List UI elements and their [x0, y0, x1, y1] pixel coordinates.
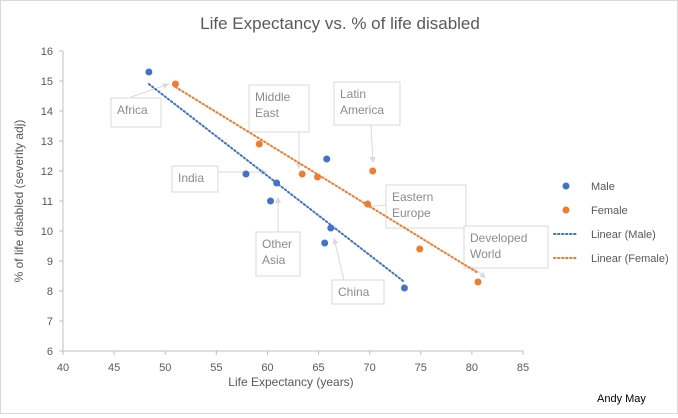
x-tick-label: 65 — [312, 362, 324, 374]
x-tick-label: 40 — [57, 362, 69, 374]
chart-title: Life Expectancy vs. % of life disabled — [200, 14, 480, 33]
annotation-box — [385, 184, 467, 229]
annotation-text: Asia — [262, 253, 286, 267]
annotation-leader-line — [370, 124, 374, 164]
annotation-box — [110, 97, 162, 128]
y-tick-label: 15 — [41, 76, 53, 88]
legend-label: Linear (Male) — [591, 229, 656, 241]
legend-label: Male — [591, 181, 615, 193]
y-tick-label: 12 — [41, 166, 53, 178]
legend-marker — [562, 182, 570, 190]
annotations-layer: Africa Middle East Latin America India Eastern… — [110, 81, 549, 305]
annotation-box — [331, 279, 385, 305]
trendline — [174, 86, 480, 274]
annotation-arrowhead — [332, 238, 339, 245]
y-tick-label: 6 — [47, 346, 53, 358]
annotation-callout: India — [171, 165, 267, 193]
annotation-callout: Developed World — [463, 225, 549, 279]
annotation-text: Africa — [117, 103, 148, 117]
annotation-callout: Middle East — [248, 84, 310, 169]
annotation-arrowhead — [162, 83, 169, 89]
y-axis-label: % of life disabled (severity adj) — [12, 120, 26, 283]
annotation-callout: Latin America — [333, 81, 401, 164]
x-tick-label: 80 — [466, 362, 478, 374]
data-point — [314, 173, 322, 181]
annotation-text: Middle — [255, 90, 291, 104]
data-point — [298, 170, 306, 178]
annotation-leader-line — [130, 83, 170, 98]
legend: Male Female Linear (Male) Linear (Female) — [553, 181, 669, 265]
annotation-leader-line — [333, 237, 345, 281]
axes-layer: 40 45 50 55 60 65 70 75 80 85 6 7 8 9 10 11 12 13 14 15 16 — [41, 46, 529, 374]
data-point — [242, 170, 250, 178]
legend-label: Linear (Female) — [591, 253, 669, 265]
annotation-box — [333, 81, 401, 126]
data-point — [327, 224, 335, 232]
y-tick-label: 16 — [41, 46, 53, 58]
annotation-text: America — [340, 103, 384, 117]
author-credit: Andy May — [597, 393, 646, 405]
y-tick-label: 10 — [41, 226, 53, 238]
data-point — [267, 197, 275, 205]
x-tick-label: 50 — [159, 362, 171, 374]
y-tick-label: 11 — [42, 196, 53, 208]
data-point — [255, 140, 263, 148]
points-layer — [145, 68, 482, 292]
x-tick-label: 45 — [108, 362, 120, 374]
annotation-callout: China — [331, 237, 385, 305]
data-point — [364, 200, 372, 208]
y-tick-label: 9 — [47, 256, 53, 268]
y-tick-label: 14 — [41, 106, 53, 118]
y-tick-label: 8 — [47, 286, 53, 298]
annotation-callout: Other Asia — [255, 197, 301, 277]
annotation-arrowhead — [296, 163, 302, 169]
x-tick-label: 85 — [517, 362, 529, 374]
annotation-box — [171, 165, 219, 193]
annotation-text: India — [178, 171, 204, 185]
data-point — [321, 239, 329, 247]
data-point — [145, 68, 153, 76]
annotation-arrowhead — [479, 271, 486, 278]
annotation-callout: Africa — [110, 83, 170, 128]
legend-label: Female — [591, 205, 628, 217]
data-point — [474, 278, 482, 286]
annotation-text: Other — [262, 237, 292, 251]
annotation-text: Developed — [470, 231, 527, 245]
annotation-text: East — [255, 106, 280, 120]
legend-marker — [562, 206, 570, 214]
annotation-box — [463, 225, 549, 269]
annotation-text: Eastern — [392, 190, 433, 204]
x-tick-label: 60 — [261, 362, 273, 374]
data-point — [171, 80, 179, 88]
annotation-text: Europe — [392, 206, 431, 220]
data-point — [273, 179, 281, 187]
data-point — [400, 284, 408, 292]
annotation-text: China — [338, 285, 370, 299]
y-tick-label: 7 — [47, 316, 53, 328]
data-point — [369, 167, 377, 175]
data-point — [323, 155, 331, 163]
annotation-text: Latin — [340, 87, 366, 101]
x-tick-label: 70 — [364, 362, 376, 374]
x-tick-label: 75 — [415, 362, 427, 374]
y-tick-label: 13 — [41, 136, 53, 148]
x-axis-label: Life Expectancy (years) — [228, 375, 353, 389]
annotation-callout: Eastern Europe — [365, 184, 467, 229]
x-tick-label: 55 — [210, 362, 222, 374]
annotation-arrowhead — [275, 197, 281, 203]
data-point — [416, 245, 424, 253]
annotation-text: World — [470, 247, 501, 261]
annotation-box — [248, 84, 310, 133]
annotation-arrowhead — [369, 156, 376, 163]
